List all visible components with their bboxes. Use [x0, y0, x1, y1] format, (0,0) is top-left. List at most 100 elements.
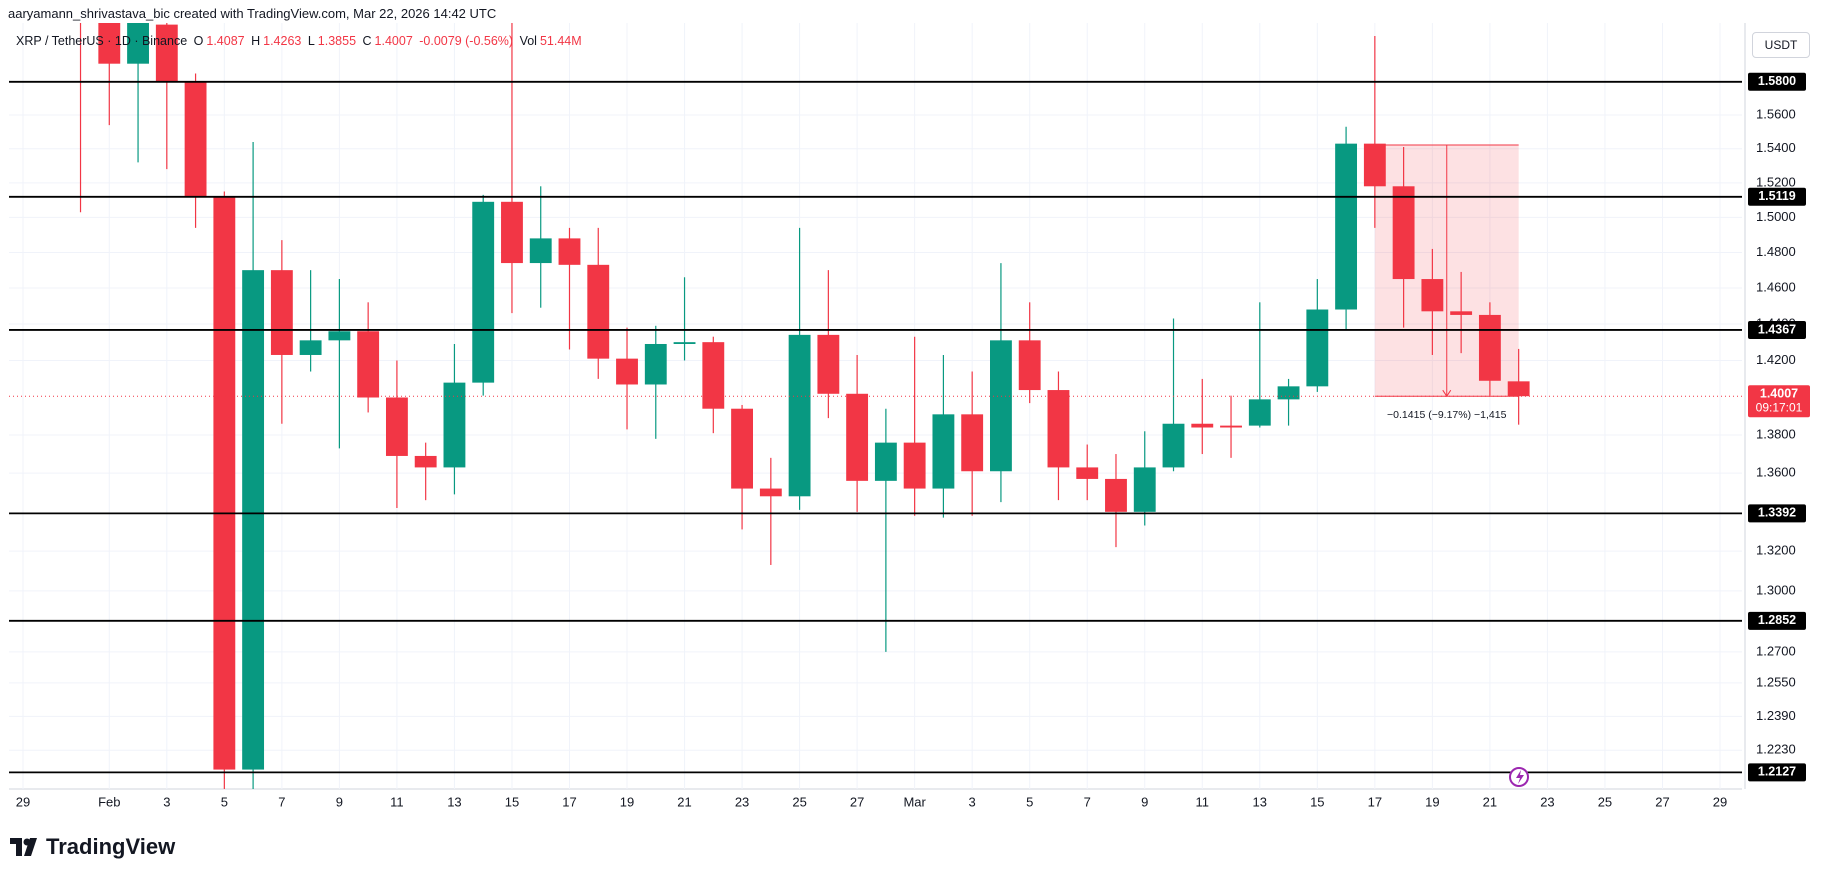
- candle-body: [1076, 467, 1099, 479]
- y-tick-label: 1.5200: [1756, 174, 1796, 189]
- candle-body: [788, 334, 811, 497]
- candle-body: [1450, 311, 1473, 315]
- x-tick-label: 23: [735, 794, 749, 809]
- x-tick-label: 25: [792, 794, 806, 809]
- candle-body: [443, 382, 466, 468]
- candle-body: [759, 488, 782, 497]
- logo-text: TradingView: [46, 834, 176, 859]
- open-value: 1.4087: [206, 34, 245, 48]
- y-tick-label: 1.2550: [1756, 674, 1796, 689]
- high-label: H: [251, 34, 261, 48]
- x-tick-label: 17: [1368, 794, 1382, 809]
- alert-icon-bolt: [1516, 770, 1524, 784]
- y-tick-label: 1.3600: [1756, 465, 1796, 480]
- candle-body: [98, 23, 121, 64]
- logo-mark: [10, 838, 37, 856]
- candle-body: [1392, 186, 1415, 280]
- level-label: 1.2852: [1758, 613, 1796, 627]
- level-label: 1.2127: [1758, 765, 1796, 779]
- level-label: 1.4367: [1758, 322, 1796, 336]
- y-tick-label: 1.3000: [1756, 582, 1796, 597]
- x-tick-label: 15: [505, 794, 519, 809]
- candle-body: [587, 264, 610, 359]
- low-label: L: [307, 34, 315, 48]
- x-tick-label: 5: [221, 794, 228, 809]
- change: -0.0079 (-0.56%): [419, 34, 514, 48]
- close-value: 1.4007: [374, 34, 413, 48]
- candle-body: [874, 442, 897, 481]
- y-tick-label: 1.3800: [1756, 426, 1796, 441]
- y-tick-label: 1.2230: [1756, 742, 1796, 757]
- open-label: O: [193, 34, 204, 48]
- candle-body: [1133, 467, 1156, 512]
- volume-value: 51.44M: [539, 34, 582, 48]
- measure-arrow-head: [1442, 389, 1452, 398]
- candle-body: [1306, 309, 1329, 387]
- candle-body: [1191, 423, 1214, 428]
- x-tick-label: 27: [1655, 794, 1669, 809]
- candle-body: [1162, 423, 1185, 468]
- candle-body: [961, 414, 984, 472]
- candle-body: [1220, 425, 1242, 428]
- candle-body: [501, 201, 523, 264]
- candle-body: [558, 238, 581, 265]
- x-tick-label: Feb: [98, 794, 120, 809]
- candle-body: [616, 358, 638, 385]
- y-tick-label: 1.4600: [1756, 279, 1796, 294]
- candle-body: [242, 270, 265, 770]
- y-tick-label: 1.4200: [1756, 352, 1796, 367]
- candle-body: [357, 331, 380, 398]
- candle-body: [385, 397, 408, 456]
- countdown: 09:17:01: [1756, 400, 1803, 414]
- candle-body: [1248, 399, 1271, 426]
- y-tick-label: 1.5400: [1756, 140, 1796, 155]
- symbol: XRP / TetherUS · 1D · Binance: [16, 34, 188, 48]
- currency-button[interactable]: USDT: [1752, 32, 1810, 58]
- x-tick-label: 15: [1310, 794, 1324, 809]
- grid: [9, 23, 1742, 789]
- x-tick-label: 11: [1196, 794, 1210, 809]
- x-tick-label: 7: [278, 794, 285, 809]
- logo: TradingView: [10, 834, 175, 860]
- level-label: 1.5119: [1758, 189, 1796, 203]
- level-label-box: [1748, 763, 1806, 782]
- candle-body: [932, 414, 955, 489]
- candle-body: [270, 270, 293, 355]
- last-price-label: 1.4007: [1760, 386, 1798, 400]
- x-tick-label: 25: [1598, 794, 1612, 809]
- candle-body: [1018, 340, 1041, 391]
- candle-body: [817, 334, 840, 394]
- candle-body: [529, 238, 552, 264]
- candle-body: [903, 442, 926, 489]
- x-tick-label: 21: [677, 794, 691, 809]
- volume-label: Vol: [519, 34, 537, 48]
- level-label-box: [1748, 504, 1806, 523]
- x-tick-label: 7: [1084, 794, 1091, 809]
- x-tick-label: 11: [390, 794, 404, 809]
- x-tick-label: 29: [16, 794, 30, 809]
- x-tick-label: 13: [447, 794, 461, 809]
- level-label-box: [1748, 187, 1806, 206]
- x-tick-label: 27: [850, 794, 864, 809]
- candle-body: [644, 343, 667, 385]
- candle-body: [1478, 314, 1501, 381]
- last-price-box: [1748, 385, 1810, 418]
- candle-body: [155, 24, 178, 82]
- candle-body: [673, 342, 696, 344]
- candle-body: [1277, 386, 1300, 400]
- x-tick-label: 19: [1425, 794, 1439, 809]
- candle-body: [846, 393, 869, 481]
- candle-body: [299, 340, 322, 355]
- y-tick-label: 1.5000: [1756, 209, 1796, 224]
- candle-body: [1335, 143, 1358, 310]
- measure-label: −0.1415 (−9.17%) −1,415: [1387, 409, 1507, 421]
- candle-body: [1421, 279, 1444, 312]
- candle-body: [990, 340, 1012, 472]
- y-tick-label: 1.2700: [1756, 643, 1796, 658]
- level-label: 1.3392: [1758, 506, 1796, 520]
- candle-body: [127, 23, 149, 64]
- candle-body: [414, 455, 437, 468]
- x-tick-label: 9: [336, 794, 343, 809]
- candle-body: [1507, 381, 1530, 397]
- plot-area: [9, 23, 1742, 789]
